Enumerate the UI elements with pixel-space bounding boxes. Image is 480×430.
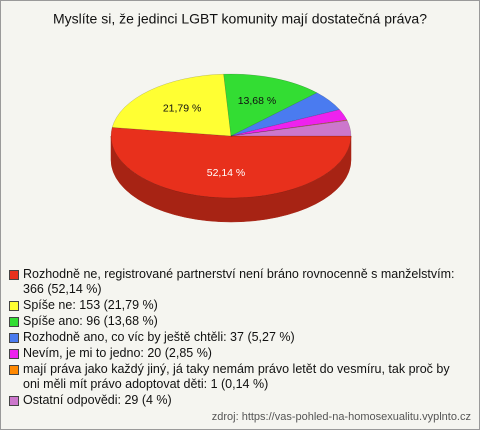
data-label: 13,68 % (238, 95, 277, 107)
legend-label: mají práva jako každý jiný, já taky nemá… (23, 362, 450, 391)
legend: Rozhodně ne, registrované partnerství ne… (9, 267, 465, 409)
legend-swatch (9, 333, 19, 343)
legend-swatch (9, 365, 19, 375)
legend-entry: Rozhodně ne, registrované partnerství ne… (9, 267, 465, 297)
data-label: 21,79 % (163, 102, 202, 114)
pie-slice (223, 73, 318, 137)
data-label: 52,14 % (207, 167, 246, 179)
pie-slice (110, 127, 352, 199)
legend-entry: mají práva jako každý jiný, já taky nemá… (9, 362, 465, 392)
legend-label: Rozhodně ne, registrované partnerství ne… (23, 267, 455, 296)
legend-swatch (9, 301, 19, 311)
legend-entry: Nevím, je mi to jedno: 20 (2,85 %) (9, 346, 465, 361)
pie-slice (230, 120, 352, 137)
legend-swatch (9, 396, 19, 406)
source: zdroj: https://vas-pohled-na-homosexuali… (211, 411, 471, 423)
legend-swatch (9, 349, 19, 359)
pie-slice (111, 73, 232, 137)
pie-slice (230, 92, 341, 137)
legend-label: Spíše ano: 96 (13,68 %) (23, 314, 158, 328)
legend-entry: Rozhodně ano, co víc by ještě chtěli: 37… (9, 330, 465, 345)
legend-entry: Spíše ne: 153 (21,79 %) (9, 298, 465, 313)
pie-slice (230, 109, 348, 137)
legend-entry: Spíše ano: 96 (13,68 %) (9, 314, 465, 329)
legend-swatch (9, 317, 19, 327)
chart: Myslíte si, že jedinci LGBT komunity maj… (53, 11, 427, 223)
legend-label: Spíše ne: 153 (21,79 %) (23, 298, 158, 312)
legend-label: Ostatní odpovědi: 29 (4 %) (23, 393, 172, 407)
chart-title: Myslíte si, že jedinci LGBT komunity maj… (53, 11, 427, 27)
legend-label: Nevím, je mi to jedno: 20 (2,85 %) (23, 346, 212, 360)
legend-entry: Ostatní odpovědi: 29 (4 %) (9, 393, 465, 408)
legend-label: Rozhodně ano, co víc by ještě chtěli: 37… (23, 330, 295, 344)
legend-swatch (9, 270, 19, 280)
